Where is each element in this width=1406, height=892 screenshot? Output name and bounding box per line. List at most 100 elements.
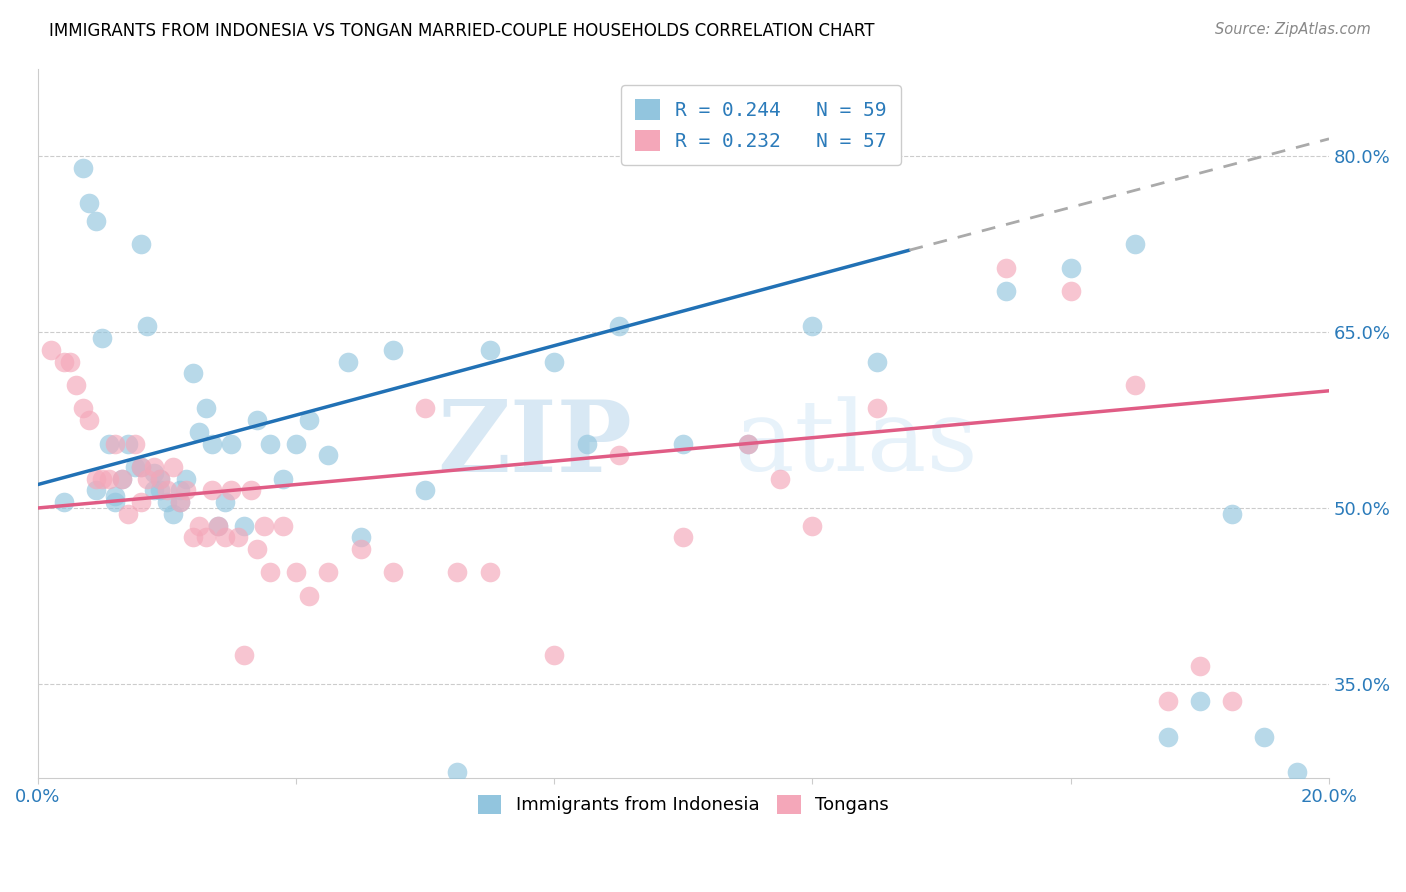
Point	[214, 530, 236, 544]
Point	[129, 460, 152, 475]
Point	[169, 495, 191, 509]
Point	[72, 161, 94, 175]
Text: Source: ZipAtlas.com: Source: ZipAtlas.com	[1215, 22, 1371, 37]
Text: ZIP: ZIP	[437, 396, 631, 492]
Point	[381, 343, 404, 357]
Point	[39, 343, 62, 357]
Point	[65, 378, 87, 392]
Point	[543, 354, 565, 368]
Point	[1285, 764, 1308, 779]
Point	[84, 472, 107, 486]
Point	[111, 472, 134, 486]
Point	[607, 319, 630, 334]
Point	[575, 436, 598, 450]
Point	[117, 507, 139, 521]
Point	[316, 566, 339, 580]
Point	[136, 319, 159, 334]
Point	[194, 530, 217, 544]
Point	[233, 648, 256, 662]
Point	[104, 495, 127, 509]
Point	[104, 489, 127, 503]
Point	[174, 483, 197, 498]
Point	[181, 530, 204, 544]
Point	[1188, 659, 1211, 673]
Point	[188, 518, 211, 533]
Point	[136, 472, 159, 486]
Point	[52, 354, 75, 368]
Point	[162, 507, 184, 521]
Point	[174, 472, 197, 486]
Point	[194, 401, 217, 416]
Point	[239, 483, 262, 498]
Point	[246, 542, 269, 557]
Point	[672, 530, 695, 544]
Point	[226, 530, 249, 544]
Point	[142, 483, 165, 498]
Point	[271, 518, 294, 533]
Point	[79, 413, 101, 427]
Point	[1220, 694, 1243, 708]
Point	[149, 472, 172, 486]
Point	[737, 436, 759, 450]
Point	[446, 764, 468, 779]
Point	[142, 466, 165, 480]
Point	[1123, 237, 1146, 252]
Point	[1188, 694, 1211, 708]
Point	[59, 354, 82, 368]
Point	[284, 436, 307, 450]
Point	[207, 518, 229, 533]
Point	[84, 483, 107, 498]
Point	[233, 518, 256, 533]
Point	[801, 518, 824, 533]
Point	[111, 472, 134, 486]
Point	[271, 472, 294, 486]
Point	[866, 354, 889, 368]
Point	[413, 401, 436, 416]
Legend: Immigrants from Indonesia, Tongans: Immigrants from Indonesia, Tongans	[467, 784, 900, 825]
Point	[124, 436, 146, 450]
Point	[221, 436, 243, 450]
Point	[672, 436, 695, 450]
Point	[91, 472, 114, 486]
Text: atlas: atlas	[735, 396, 977, 492]
Point	[607, 448, 630, 462]
Point	[316, 448, 339, 462]
Point	[478, 566, 501, 580]
Point	[52, 495, 75, 509]
Point	[142, 460, 165, 475]
Point	[349, 542, 371, 557]
Point	[129, 460, 152, 475]
Point	[284, 566, 307, 580]
Point	[446, 566, 468, 580]
Point	[214, 495, 236, 509]
Point	[181, 366, 204, 380]
Point	[117, 436, 139, 450]
Point	[253, 518, 276, 533]
Point	[97, 436, 120, 450]
Point	[259, 436, 281, 450]
Point	[298, 589, 321, 603]
Point	[1253, 730, 1275, 744]
Point	[259, 566, 281, 580]
Point	[162, 460, 184, 475]
Point	[129, 495, 152, 509]
Point	[104, 436, 127, 450]
Point	[149, 472, 172, 486]
Point	[201, 436, 224, 450]
Point	[995, 260, 1018, 275]
Point	[349, 530, 371, 544]
Point	[79, 196, 101, 211]
Point	[129, 237, 152, 252]
Point	[737, 436, 759, 450]
Point	[1123, 378, 1146, 392]
Point	[124, 460, 146, 475]
Point	[1060, 260, 1083, 275]
Point	[169, 495, 191, 509]
Point	[801, 319, 824, 334]
Point	[149, 483, 172, 498]
Point	[381, 566, 404, 580]
Point	[1220, 507, 1243, 521]
Point	[156, 483, 179, 498]
Point	[413, 483, 436, 498]
Point	[336, 354, 359, 368]
